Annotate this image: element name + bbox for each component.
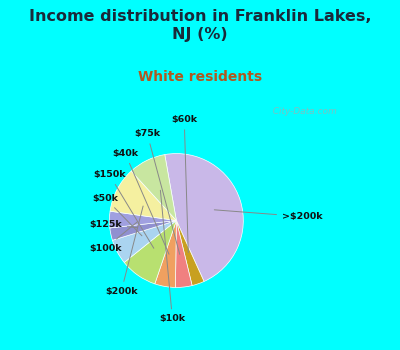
Text: $75k: $75k: [134, 130, 180, 254]
Wedge shape: [155, 220, 176, 287]
Wedge shape: [112, 220, 176, 262]
Wedge shape: [176, 220, 204, 286]
Text: $60k: $60k: [171, 115, 197, 253]
Wedge shape: [131, 155, 176, 220]
Text: City-Data.com: City-Data.com: [267, 107, 337, 116]
Wedge shape: [110, 211, 176, 228]
Text: $100k: $100k: [89, 222, 138, 253]
Text: $10k: $10k: [159, 190, 186, 323]
Text: $50k: $50k: [92, 194, 142, 236]
Wedge shape: [124, 220, 176, 284]
Text: $200k: $200k: [105, 206, 143, 296]
Text: White residents: White residents: [138, 70, 262, 84]
Wedge shape: [165, 154, 243, 281]
Text: >$200k: >$200k: [214, 210, 323, 221]
Wedge shape: [176, 220, 192, 287]
Text: $150k: $150k: [93, 170, 154, 248]
Text: $40k: $40k: [112, 149, 169, 254]
Wedge shape: [110, 171, 176, 220]
Text: Income distribution in Franklin Lakes,
NJ (%): Income distribution in Franklin Lakes, N…: [29, 9, 371, 42]
Wedge shape: [110, 220, 176, 240]
Text: $125k: $125k: [89, 220, 138, 229]
